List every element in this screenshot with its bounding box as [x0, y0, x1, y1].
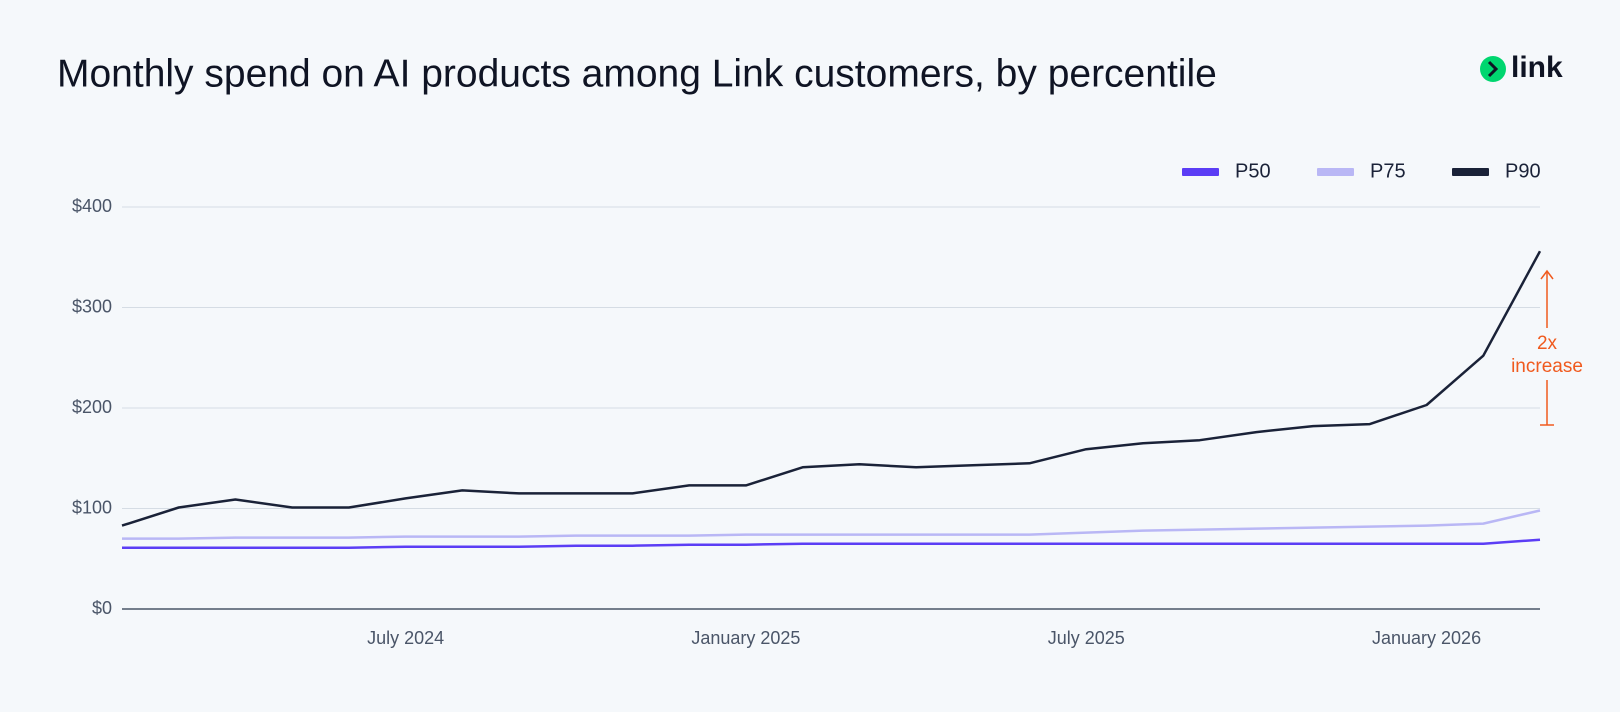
- annotation-text: increase: [1511, 356, 1583, 377]
- x-tick-label: July 2024: [367, 628, 444, 648]
- annotation-text: 2x: [1537, 333, 1558, 354]
- legend-swatch: [1452, 168, 1489, 176]
- annotation-bg: [1505, 328, 1589, 380]
- y-tick-label: $100: [72, 497, 112, 517]
- logo-text: link: [1511, 51, 1563, 84]
- y-tick-label: $200: [72, 397, 112, 417]
- logo-icon: [1480, 56, 1506, 82]
- legend-label: P90: [1505, 160, 1541, 182]
- legend-label: P75: [1370, 160, 1406, 182]
- line-series: [122, 538, 1541, 549]
- line-series: [121, 250, 1542, 527]
- y-tick-label: $300: [72, 296, 112, 316]
- y-tick-label: $0: [92, 598, 112, 618]
- logo-chevron: [1487, 60, 1499, 78]
- x-tick-label: January 2026: [1372, 628, 1481, 648]
- chart-title: Monthly spend on AI products among Link …: [57, 52, 1217, 95]
- legend-swatch: [1182, 168, 1219, 176]
- legend-swatch: [1317, 168, 1354, 176]
- x-tick-label: July 2025: [1048, 628, 1125, 648]
- annotation-arrowhead: [1540, 269, 1554, 280]
- line-series: [122, 509, 1541, 540]
- y-tick-label: $400: [72, 196, 112, 216]
- x-tick-label: January 2025: [691, 628, 800, 648]
- legend-label: P50: [1235, 160, 1271, 182]
- annotation: 2x increase: [1505, 269, 1589, 426]
